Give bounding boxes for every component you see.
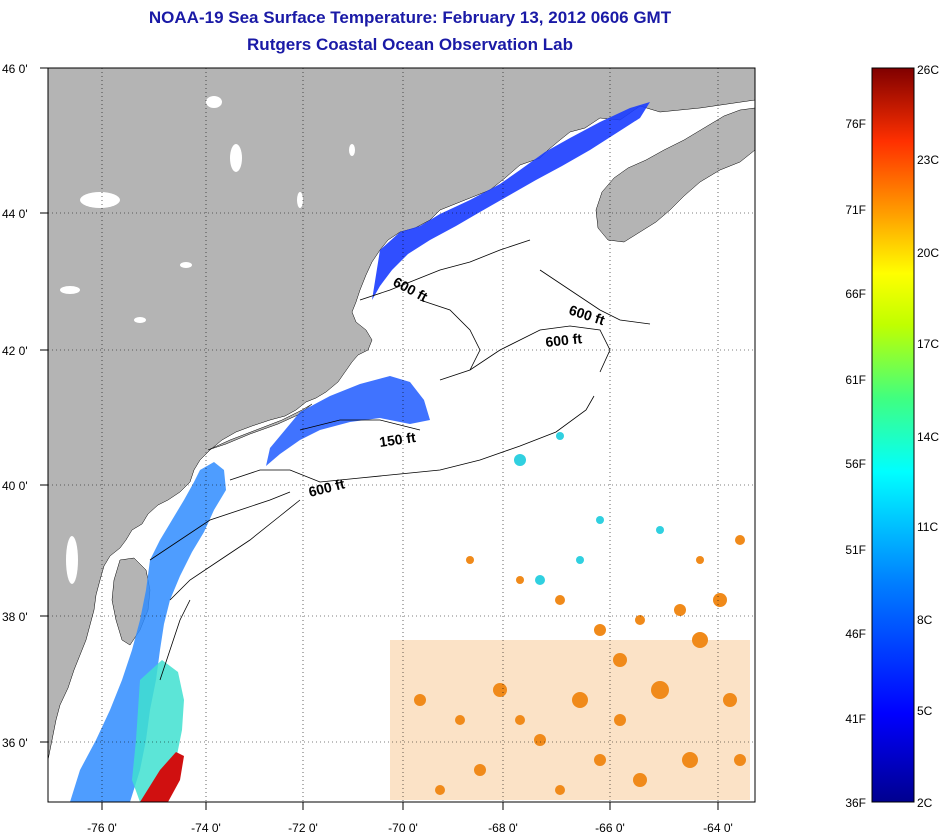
cb-f-76: 76F: [845, 117, 866, 131]
map-title: NOAA-19 Sea Surface Temperature: Februar…: [148, 8, 672, 27]
cb-c-17: 17C: [917, 337, 939, 351]
cb-f-41: 41F: [845, 712, 866, 726]
cb-c-26: 26C: [917, 63, 939, 77]
lon-label-76: -76 0': [87, 821, 117, 835]
lat-label-40: 40 0': [2, 479, 28, 493]
cb-f-56: 56F: [845, 457, 866, 471]
colorbar-fahrenheit-labels: 76F 71F 66F 61F 56F 51F 46F 41F 36F: [845, 117, 866, 810]
lat-label-46: 46 0': [2, 62, 28, 76]
sst-offshore-patches: [390, 432, 750, 800]
cb-f-66: 66F: [845, 287, 866, 301]
cb-c-14: 14C: [917, 430, 939, 444]
map-subtitle: Rutgers Coastal Ocean Observation Lab: [247, 35, 573, 54]
cb-c-20: 20C: [917, 246, 939, 260]
cb-c-11: 11C: [917, 520, 938, 534]
lon-label-66: -66 0': [595, 821, 625, 835]
lon-label-68: -68 0': [488, 821, 518, 835]
inland-lakes: [60, 96, 355, 584]
lon-label-74: -74 0': [191, 821, 221, 835]
lat-label-42: 42 0': [2, 344, 28, 358]
cb-f-61: 61F: [845, 373, 866, 387]
colorbar-celsius-labels: 26C 23C 20C 17C 14C 11C 8C 5C 2C: [917, 63, 939, 810]
depth-contours: [149, 239, 651, 681]
cb-c-8: 8C: [917, 613, 933, 627]
lat-label-36: 36 0': [2, 736, 28, 750]
colorbar: [871, 67, 915, 803]
cb-f-71: 71F: [845, 203, 866, 217]
sst-gulf-stream-edge: [140, 752, 184, 802]
cb-c-5: 5C: [917, 704, 933, 718]
cb-f-51: 51F: [845, 543, 866, 557]
sst-southern-new-england: [266, 376, 430, 466]
sst-mid-atlantic-shelf: [70, 462, 226, 802]
lon-label-64: -64 0': [703, 821, 733, 835]
lon-label-72: -72 0': [288, 821, 318, 835]
cb-f-36: 36F: [845, 796, 866, 810]
sst-gulf-of-maine: [372, 102, 650, 300]
lat-label-44: 44 0': [2, 207, 28, 221]
lat-label-38: 38 0': [2, 610, 28, 624]
map-frame: [47, 67, 756, 803]
land-long-island: [207, 403, 313, 451]
lon-label-70: -70 0': [388, 821, 418, 835]
cb-c-2: 2C: [917, 796, 933, 810]
axis-ticks: [40, 67, 719, 810]
cb-f-46: 46F: [845, 627, 866, 641]
cb-c-23: 23C: [917, 153, 939, 167]
contour-label-150: 150 ft: [378, 429, 417, 450]
land-nova-scotia: [595, 107, 755, 243]
contour-label-600-georges: 600 ft: [545, 330, 583, 350]
